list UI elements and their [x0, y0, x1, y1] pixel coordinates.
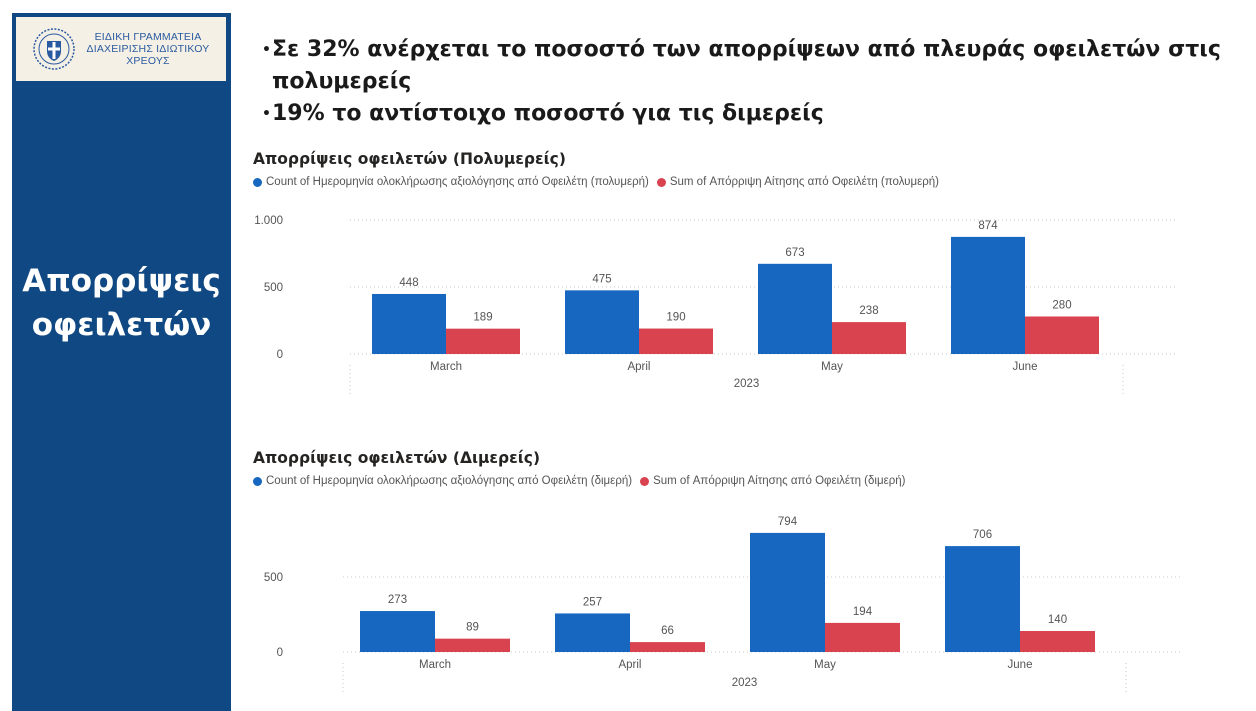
- y-tick-label: 1.000: [254, 215, 283, 227]
- data-label: 280: [1052, 299, 1071, 311]
- y-tick-label: 500: [264, 572, 283, 584]
- page-title-line: οφειλετών: [31, 307, 212, 343]
- y-tick-label: 500: [264, 282, 283, 294]
- bar: [630, 642, 705, 652]
- data-label: 794: [778, 516, 798, 528]
- chart-bilateral: Απορρίψεις οφειλετών (Διμερείς) Count of…: [253, 449, 1203, 487]
- bullet-text: 19% το αντίστοιχο ποσοστό για τις διμερε…: [272, 101, 824, 126]
- x-group-label: 2023: [732, 677, 758, 689]
- bullet-dot-icon: •: [262, 42, 271, 58]
- legend-label: Count of Ημερομηνία ολοκλήρωσης αξιολόγη…: [266, 475, 633, 487]
- bar: [832, 322, 906, 354]
- organization-name-line: ΔΙΑΧΕΙΡΙΣΗΣ ΙΔΙΩΤΙΚΟΥ: [86, 43, 210, 55]
- organization-name: ΕΙΔΙΚΗ ΓΡΑΜΜΑΤΕΙΑ ΔΙΑΧΕΙΡΙΣΗΣ ΙΔΙΩΤΙΚΟΥ …: [76, 31, 220, 67]
- bullet-dot-icon: •: [262, 106, 271, 122]
- data-label: 89: [466, 622, 479, 634]
- y-tick-label: 0: [277, 647, 283, 659]
- x-tick-label: April: [627, 361, 650, 373]
- bar: [435, 638, 510, 652]
- data-label: 194: [853, 606, 873, 618]
- bar: [372, 293, 446, 354]
- data-label: 448: [399, 277, 418, 289]
- legend-item[interactable]: Sum of Απόρριψη Αίτησης από Οφειλέτη (πο…: [656, 176, 939, 188]
- legend-item[interactable]: Count of Ημερομηνία ολοκλήρωσης αξιολόγη…: [253, 176, 649, 188]
- x-group-label: 2023: [734, 378, 760, 390]
- bar: [555, 613, 630, 652]
- data-label: 257: [583, 596, 602, 608]
- x-tick-label: March: [430, 361, 462, 373]
- organization-name-line: ΕΙΔΙΚΗ ΓΡΑΜΜΑΤΕΙΑ: [94, 31, 202, 43]
- data-label: 189: [473, 312, 492, 324]
- bar: [945, 546, 1020, 652]
- chart-legend: Count of Ημερομηνία ολοκλήρωσης αξιολόγη…: [253, 176, 1203, 188]
- legend-label: Sum of Απόρριψη Αίτησης από Οφειλέτη (δι…: [653, 475, 906, 487]
- chart-plot-bilateral: 0 500 273 89 March 257 66 April 794 194 May 706 140 J…: [264, 516, 1183, 693]
- x-tick-label: June: [1013, 361, 1038, 373]
- x-tick-label: April: [618, 659, 641, 671]
- chart-title: Απορρίψεις οφειλετών (Διμερείς): [253, 449, 541, 467]
- legend-dot-icon: [253, 177, 262, 187]
- bar: [951, 236, 1025, 354]
- bar: [1025, 316, 1099, 354]
- bar: [1020, 631, 1095, 652]
- page-title-line: Απορρίψεις: [22, 263, 221, 299]
- bar: [446, 328, 520, 354]
- greek-emblem-icon: [33, 28, 75, 70]
- bar: [758, 263, 832, 354]
- data-label: 140: [1048, 614, 1067, 626]
- data-label: 273: [388, 594, 407, 606]
- chart-plot-multilateral: 0 500 1.000 448 189 March 475 190 April 673 238 May…: [254, 215, 1176, 395]
- bullet-item: • Σε 32% ανέρχεται το ποσοστό των απορρί…: [262, 34, 1222, 98]
- data-label: 874: [978, 220, 998, 232]
- x-tick-label: May: [814, 659, 836, 671]
- x-tick-label: May: [821, 361, 843, 373]
- bar: [639, 328, 713, 354]
- data-label: 66: [661, 625, 674, 637]
- chart-legend: Count of Ημερομηνία ολοκλήρωσης αξιολόγη…: [253, 475, 1203, 487]
- chart-title: Απορρίψεις οφειλετών (Πολυμερείς): [253, 150, 566, 168]
- y-tick-label: 0: [277, 349, 283, 361]
- legend-item[interactable]: Count of Ημερομηνία ολοκλήρωσης αξιολόγη…: [253, 475, 632, 487]
- sidebar: ΕΙΔΙΚΗ ΓΡΑΜΜΑΤΕΙΑ ΔΙΑΧΕΙΡΙΣΗΣ ΙΔΙΩΤΙΚΟΥ …: [12, 13, 231, 711]
- legend-label: Sum of Απόρριψη Αίτησης από Οφειλέτη (πο…: [669, 176, 939, 188]
- organization-name-line: ΧΡΕΟΥΣ: [126, 55, 170, 67]
- bullet-item: • 19% το αντίστοιχο ποσοστό για τις διμε…: [262, 98, 1222, 130]
- x-tick-label: June: [1008, 659, 1033, 671]
- legend-dot-icon: [656, 177, 666, 187]
- data-label: 190: [666, 312, 685, 324]
- x-tick-label: March: [419, 659, 451, 671]
- bar: [750, 532, 825, 652]
- chart-multilateral: Απορρίψεις οφειλετών (Πολυμερείς) Count …: [253, 150, 1203, 188]
- page-title: Απορρίψεις οφειλετών: [12, 259, 231, 347]
- bar: [825, 622, 900, 652]
- summary-bullets: • Σε 32% ανέρχεται το ποσοστό των απορρί…: [262, 34, 1222, 130]
- bar: [360, 611, 435, 652]
- bullet-text: Σε 32% ανέρχεται το ποσοστό των απορρίψε…: [272, 37, 1221, 94]
- legend-label: Count of Ημερομηνία ολοκλήρωσης αξιολόγη…: [266, 176, 649, 188]
- data-label: 706: [973, 529, 992, 541]
- logo: ΕΙΔΙΚΗ ΓΡΑΜΜΑΤΕΙΑ ΔΙΑΧΕΙΡΙΣΗΣ ΙΔΙΩΤΙΚΟΥ …: [16, 17, 226, 81]
- data-label: 238: [859, 305, 878, 317]
- data-label: 673: [785, 247, 804, 259]
- legend-dot-icon: [253, 476, 262, 486]
- legend-dot-icon: [640, 476, 650, 486]
- legend-item[interactable]: Sum of Απόρριψη Αίτησης από Οφειλέτη (δι…: [640, 475, 905, 487]
- data-label: 475: [592, 273, 611, 285]
- bar: [565, 290, 639, 354]
